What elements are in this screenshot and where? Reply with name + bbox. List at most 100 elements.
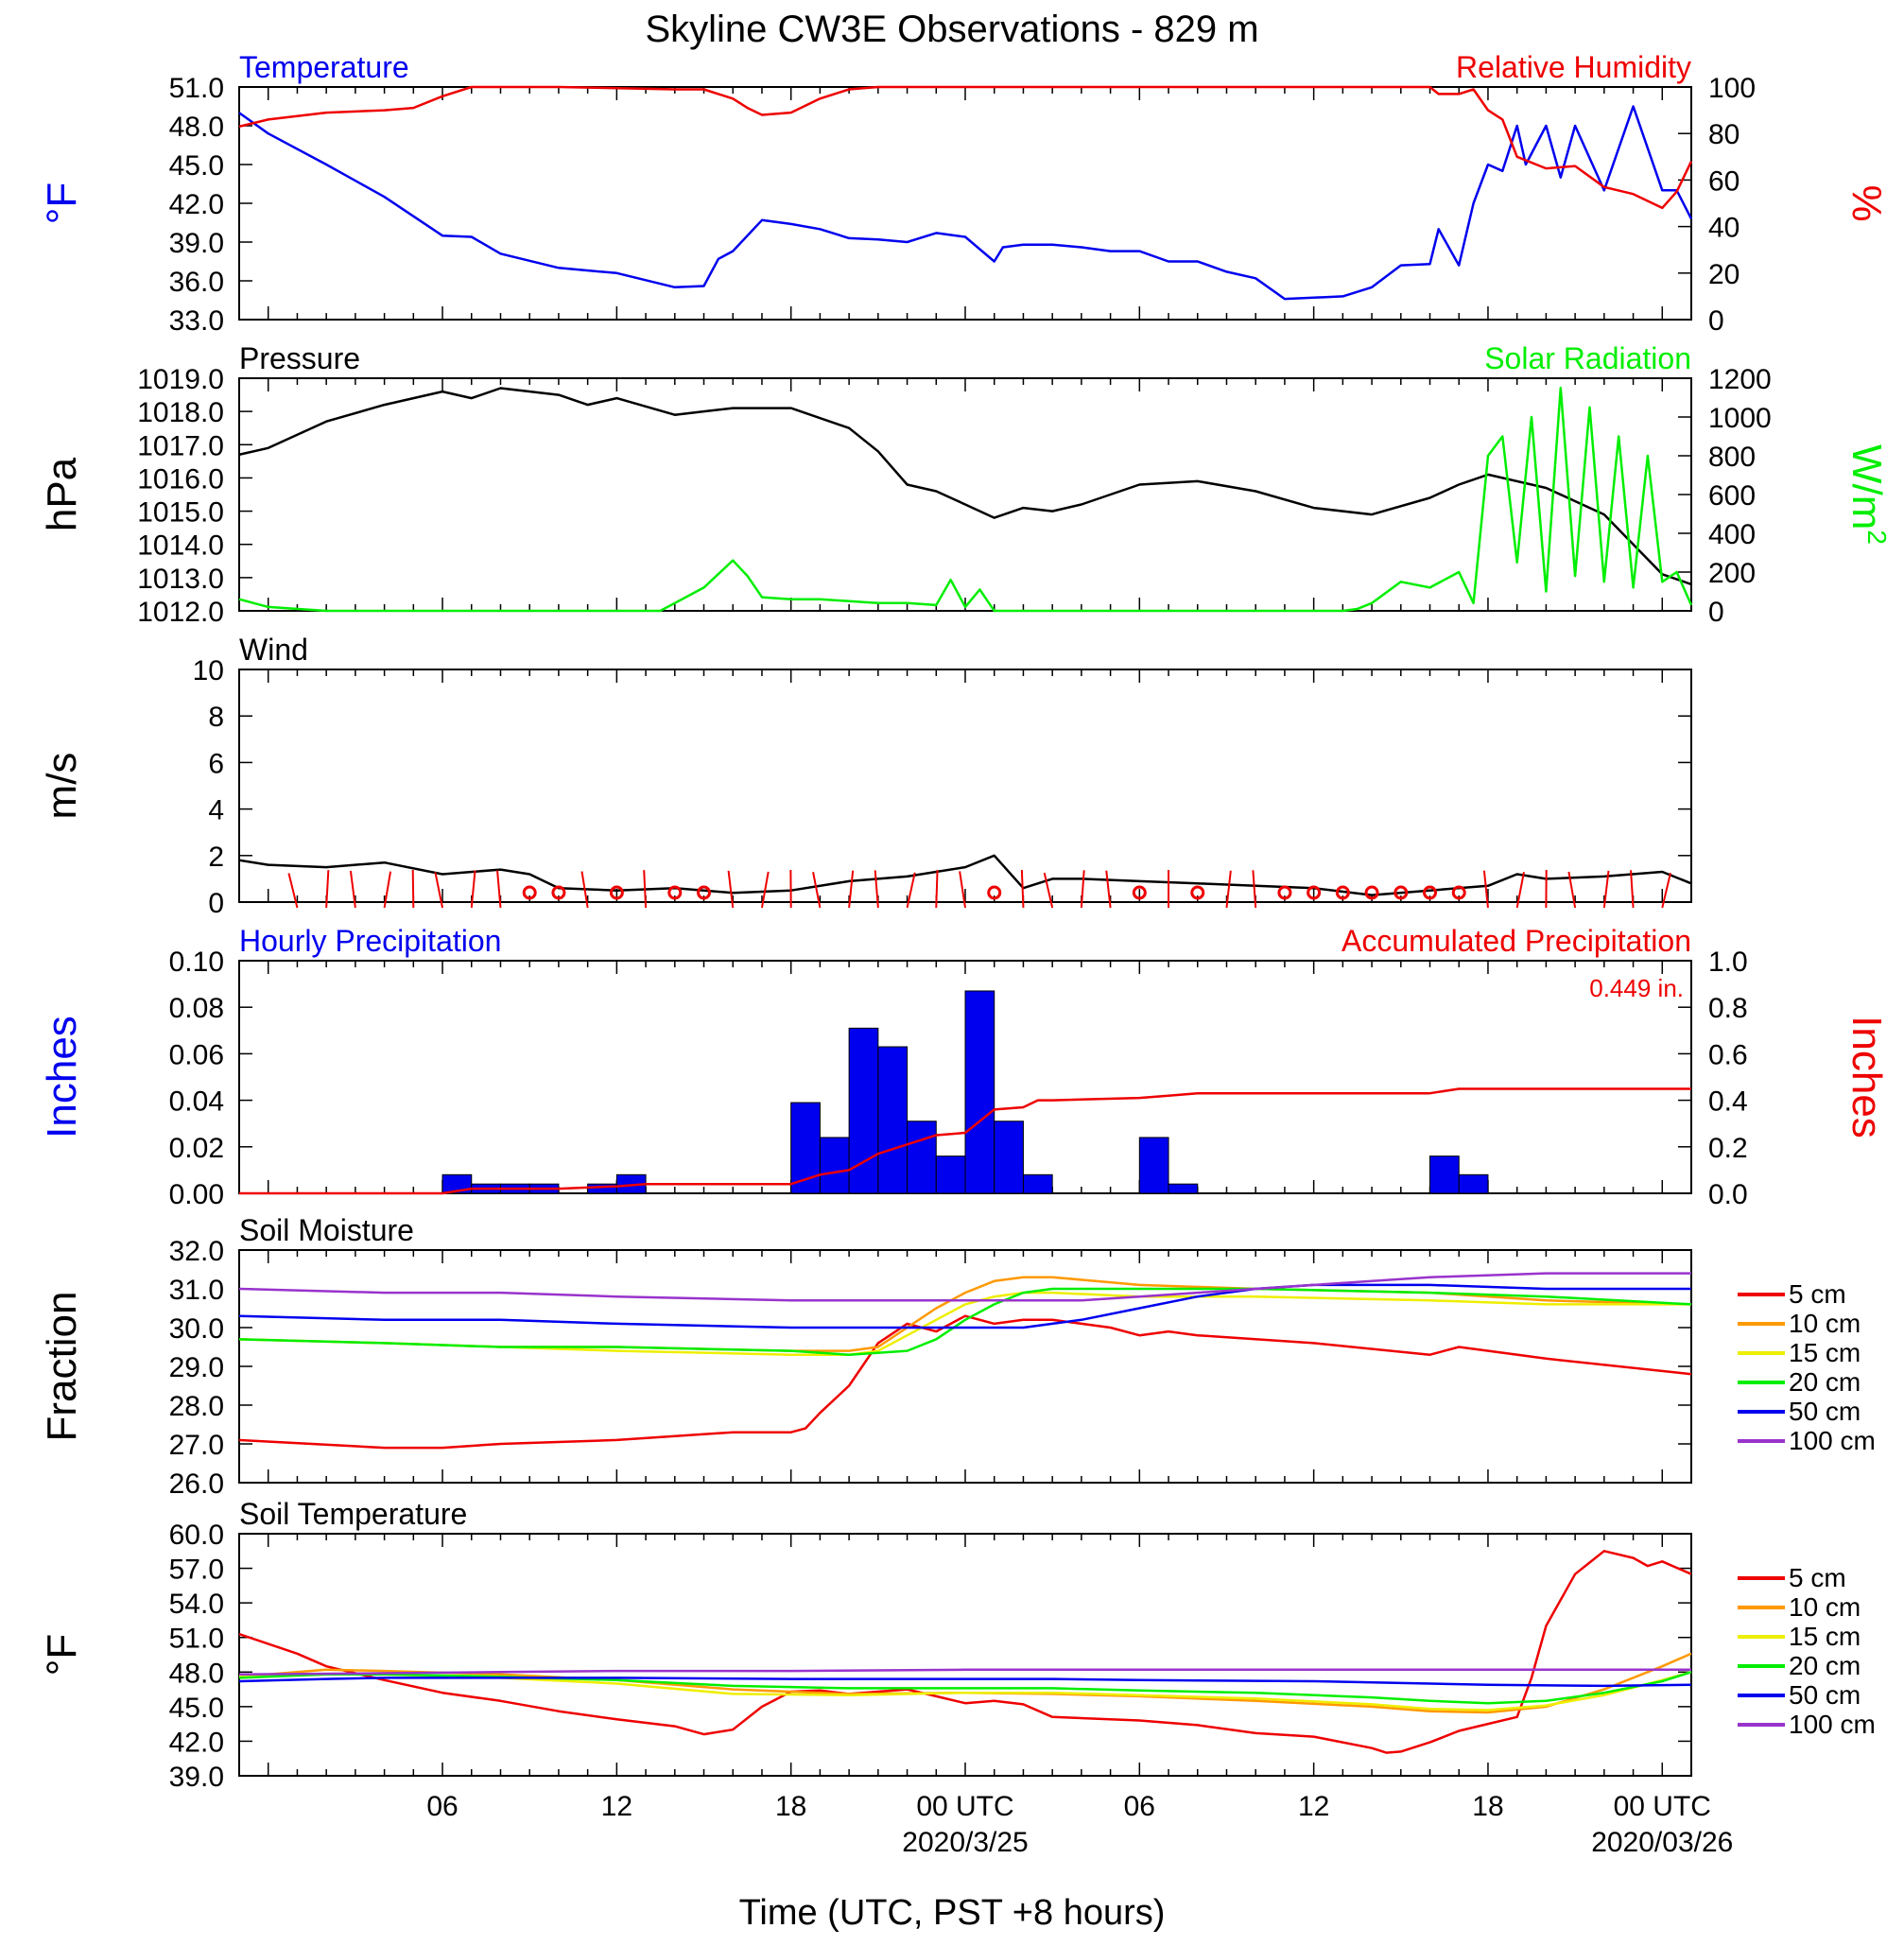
y-tick-label-left: 29.0 <box>169 1352 224 1383</box>
panel-title-left: Hourly Precipitation <box>239 924 501 958</box>
precip-bar <box>1168 1183 1199 1194</box>
wind-calm-marker <box>1277 885 1292 900</box>
wind-barb <box>287 873 299 909</box>
y-tick-label-left: 36.0 <box>169 267 224 298</box>
y-tick-label-right: 600 <box>1708 480 1756 512</box>
precip-bar <box>1429 1155 1460 1194</box>
y-tick-label-right: 40 <box>1708 213 1740 244</box>
x-tick-label: 06 <box>1124 1791 1155 1822</box>
panel-soil_moisture: 32.0 31.0 30.0 29.0 28.0 27.0 26.0 Soil Moistur… <box>39 1213 1876 1500</box>
y-tick-label-left: 42.0 <box>169 189 224 220</box>
wind-calm-marker <box>987 885 1002 900</box>
wind-calm-marker <box>667 885 683 900</box>
y-tick-label-left: 31.0 <box>169 1275 224 1306</box>
x-tick-label: 00 UTC <box>916 1791 1013 1822</box>
y-tick-label-left: 51.0 <box>169 73 224 104</box>
panel-title-left: Soil Moisture <box>239 1213 414 1247</box>
x-tick-label: 18 <box>775 1791 806 1822</box>
y-tick-label-right: 0.2 <box>1708 1133 1748 1164</box>
y-axis-label-left: Inches <box>39 1016 85 1138</box>
y-tick-label-right: 400 <box>1708 519 1756 550</box>
wind-barb <box>643 870 648 909</box>
wind-calm-marker <box>1307 885 1322 900</box>
y-tick-label-left: 2 <box>208 842 224 873</box>
y-axis-label-left: °F <box>39 182 85 224</box>
y-tick-label-left: 1018.0 <box>137 397 224 428</box>
wind-barb <box>1020 870 1025 909</box>
series-line <box>238 1283 1691 1329</box>
y-axis-label-right: % <box>1843 184 1890 221</box>
y-tick-label-left: 6 <box>208 748 224 779</box>
wind-calm-marker <box>522 885 537 900</box>
wind-barb <box>812 872 822 909</box>
x-date-label: 2020/03/26 <box>1591 1827 1733 1858</box>
wind-barb <box>1630 870 1635 909</box>
wind-calm-marker <box>1190 885 1205 900</box>
wind-barb <box>434 872 444 909</box>
panel-precipitation: 0.10 0.08 0.06 0.04 0.02 0.00 1.0 0.8 0.6 0.4 0.2 0… <box>39 924 1890 1210</box>
wind-calm-marker <box>1335 885 1350 900</box>
x-tick-label: 06 <box>426 1791 458 1822</box>
panel-wind: 10 8 6 4 2 0 Wind m/s <box>39 633 1692 919</box>
wind-barb <box>1661 873 1671 909</box>
y-axis-label-left: Fraction <box>39 1292 85 1442</box>
accumulated-total-label: 0.449 in. <box>1589 974 1684 1002</box>
chart-title: Skyline CW3E Observations - 829 m <box>645 9 1258 50</box>
wind-calm-marker <box>697 885 712 900</box>
y-tick-label-right: 200 <box>1708 558 1756 589</box>
legend-label: 50 cm <box>1789 1397 1861 1426</box>
wind-barb <box>727 870 735 909</box>
y-tick-label-right: 0.0 <box>1708 1179 1748 1210</box>
y-axis-label-right: Inches <box>1843 1016 1890 1138</box>
y-axis-label-left: hPa <box>39 457 85 531</box>
x-tick-label: 18 <box>1472 1791 1503 1822</box>
y-tick-label-left: 42.0 <box>169 1727 224 1758</box>
precip-bar <box>935 1155 966 1194</box>
legend-label: 15 cm <box>1789 1338 1861 1367</box>
series-line <box>238 387 1693 613</box>
series-line <box>238 105 1693 301</box>
series-line <box>238 1668 1691 1676</box>
wind-calm-marker <box>1132 885 1147 900</box>
y-tick-label-left: 1012.0 <box>137 597 224 628</box>
legend-label: 5 cm <box>1789 1279 1846 1309</box>
y-tick-label-left: 45.0 <box>169 1693 224 1724</box>
x-date-label: 2020/3/25 <box>902 1827 1028 1858</box>
panel-frame <box>238 1533 1692 1777</box>
wind-calm-marker <box>1423 885 1438 900</box>
y-tick-label-right: 0.6 <box>1708 1039 1748 1070</box>
legend-label: 10 cm <box>1789 1309 1861 1338</box>
wind-barb <box>1225 870 1232 909</box>
panel-title-left: Wind <box>239 633 308 667</box>
wind-barb <box>760 871 770 909</box>
series-line <box>238 1276 1692 1352</box>
y-tick-label-right: 1000 <box>1708 403 1772 434</box>
y-tick-label-right: 60 <box>1708 165 1740 197</box>
wind-barb <box>349 870 356 909</box>
precip-bar <box>877 1046 909 1194</box>
legend-label: 10 cm <box>1789 1592 1861 1622</box>
y-tick-label-left: 30.0 <box>169 1313 224 1345</box>
legend-label: 15 cm <box>1789 1622 1861 1651</box>
wind-barb <box>1043 872 1054 909</box>
wind-barb <box>1105 870 1112 909</box>
precip-bar <box>907 1121 937 1194</box>
wind-calm-marker <box>1364 885 1379 900</box>
legend-label: 20 cm <box>1789 1651 1861 1680</box>
panel-pressure_solar: 1019.01018.01017.01016.01015.01014.01013… <box>39 341 1892 628</box>
legend-label: 100 cm <box>1789 1710 1876 1739</box>
wind-barb <box>496 870 502 909</box>
y-tick-label-right: 1.0 <box>1708 947 1748 978</box>
wind-barb <box>874 870 879 909</box>
y-axis-label-right: W/m2 <box>1843 444 1892 545</box>
y-tick-label-left: 28.0 <box>169 1391 224 1422</box>
y-tick-label-left: 0.02 <box>169 1133 224 1164</box>
y-tick-label-left: 4 <box>208 795 224 826</box>
wind-barb <box>383 871 392 909</box>
y-tick-label-left: 45.0 <box>169 150 224 182</box>
panels-group: 51.048.045.042.039.036.033.0100806040200… <box>39 50 1892 1858</box>
panel-frame <box>238 377 1692 612</box>
y-tick-label-left: 1016.0 <box>137 463 224 495</box>
series-line <box>239 1087 1691 1195</box>
panel-title-right: Solar Radiation <box>1484 341 1691 375</box>
